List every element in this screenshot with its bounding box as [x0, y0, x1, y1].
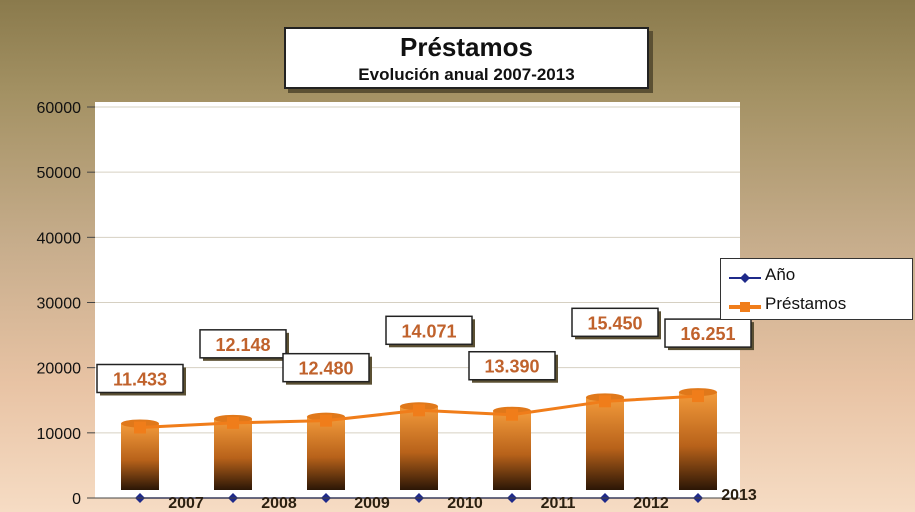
data-label-box [96, 363, 184, 394]
data-label-text: 16.251 [680, 324, 735, 344]
x-tick-label: 2008 [261, 495, 297, 512]
data-labels: 11.433 12.148 12.480 14.071 13.390 15.450 16.2… [96, 307, 754, 396]
bar [307, 416, 345, 490]
grid-lines [95, 106, 740, 434]
data-label: 12.148 [199, 329, 289, 361]
data-label-text: 15.450 [587, 313, 642, 333]
x-tick-label: 2013 [721, 487, 757, 504]
data-label-box [571, 307, 659, 338]
y-tick-label: 20000 [37, 361, 82, 378]
x-tick-label: 2009 [354, 495, 390, 512]
y-tick-label: 60000 [37, 100, 82, 117]
series-point-prestamos [599, 395, 611, 408]
bar [679, 392, 717, 490]
y-tick-label: 30000 [37, 296, 82, 313]
series-point-prestamos [320, 414, 332, 427]
data-label: 13.390 [468, 350, 558, 383]
legend: Año Préstamos [720, 258, 913, 320]
series-point-prestamos [413, 404, 425, 417]
data-label-text: 12.148 [215, 335, 270, 355]
series-point-prestamos [134, 421, 146, 434]
data-label: 15.450 [571, 307, 661, 340]
x-tick-label: 2011 [541, 495, 576, 512]
chart-title: Préstamos [400, 32, 533, 62]
data-label-text: 11.433 [113, 369, 167, 389]
legend-swatch-ano [729, 269, 761, 283]
legend-label-prestamos: Préstamos [765, 294, 847, 313]
y-tick-label: 0 [72, 491, 81, 508]
y-tick-label: 10000 [37, 426, 82, 443]
data-label: 11.433 [96, 363, 186, 396]
series-point-prestamos [692, 390, 704, 403]
y-axis-ticks: 0 10000 20000 30000 40000 50000 60000 [37, 100, 95, 508]
bar [586, 397, 624, 490]
data-label-text: 13.390 [484, 357, 539, 377]
data-label-box [385, 315, 473, 346]
y-tick-label: 40000 [37, 230, 82, 247]
x-tick-label: 2012 [633, 495, 669, 512]
data-label-text: 12.480 [298, 359, 353, 379]
legend-label-ano: Año [765, 265, 796, 284]
bar [400, 406, 438, 490]
chart-subtitle: Evolución anual 2007-2013 [358, 65, 575, 84]
x-tick-label: 2010 [447, 495, 483, 512]
legend-item-ano: Año [729, 263, 795, 287]
y-tick-label: 50000 [37, 165, 82, 182]
series-point-prestamos [227, 416, 239, 429]
data-label: 12.480 [282, 352, 372, 385]
data-label-box [468, 350, 556, 381]
bar [214, 418, 252, 490]
data-label-box [199, 329, 287, 359]
data-label-box [282, 352, 370, 383]
legend-item-prestamos: Préstamos [729, 292, 846, 316]
data-label: 16.251 [664, 318, 754, 351]
bar [121, 423, 159, 490]
data-label: 14.071 [385, 315, 475, 348]
series-point-prestamos [506, 408, 518, 421]
x-tick-label: 2007 [168, 495, 204, 512]
x-axis-ticks: 2007 2008 2009 2010 2011 2012 2013 [95, 487, 757, 512]
bar [493, 410, 531, 490]
data-label-text: 14.071 [401, 321, 456, 341]
data-label-box [664, 318, 752, 348]
bars [121, 388, 717, 490]
legend-swatch-prestamos [729, 298, 761, 312]
chart-title-box: Préstamos Evolución anual 2007-2013 [284, 27, 649, 89]
